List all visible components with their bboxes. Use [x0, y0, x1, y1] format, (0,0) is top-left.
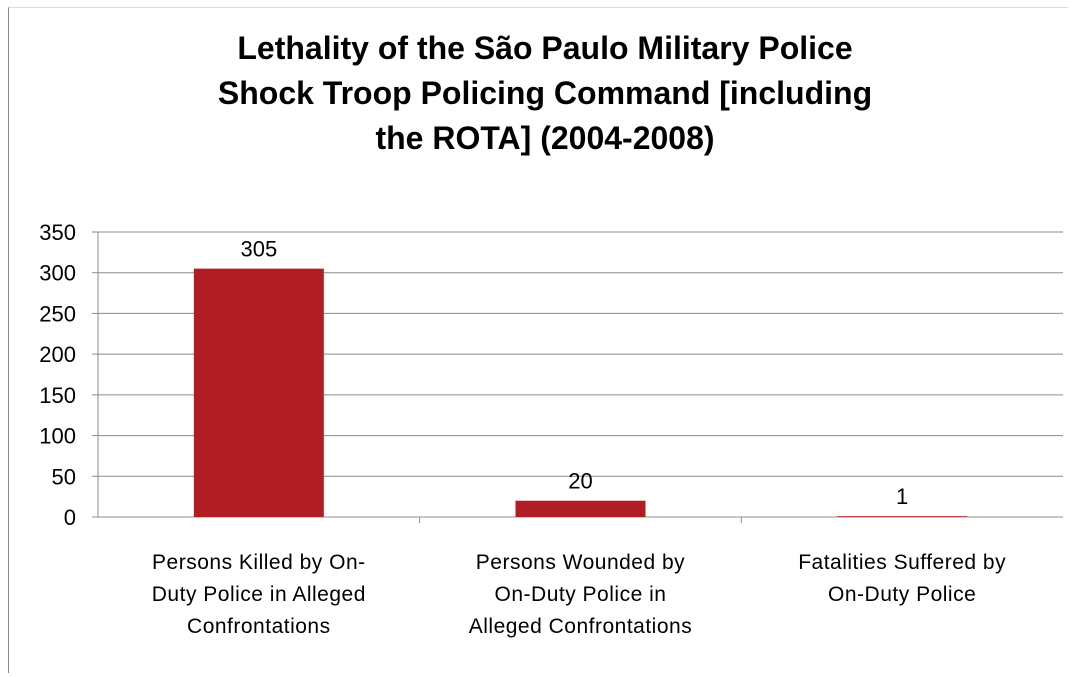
- x-category-label-line: Fatalities Suffered by: [798, 551, 1007, 574]
- chart-frame: [8, 7, 1068, 673]
- y-tick-label: 250: [39, 301, 76, 326]
- y-tick-label: 50: [52, 464, 76, 489]
- y-tick-label: 100: [39, 424, 76, 449]
- bar: [837, 516, 968, 517]
- data-label: 20: [568, 469, 592, 494]
- chart-title-line-1: Lethality of the São Paulo Military Poli…: [237, 30, 853, 66]
- x-category-label-line: Persons Wounded by: [475, 551, 686, 574]
- y-tick-label: 0: [64, 505, 76, 530]
- x-category-label-line: Confrontations: [187, 615, 331, 638]
- x-category-label: Fatalities Suffered by On-Duty Police: [741, 547, 1063, 611]
- y-tick-label: 350: [39, 220, 76, 245]
- bar: [193, 268, 324, 517]
- x-category-label-line: On-Duty Police in: [494, 583, 667, 606]
- bar: [515, 500, 646, 517]
- chart-title: Lethality of the São Paulo Military Poli…: [80, 26, 1010, 161]
- x-category-label: Persons Killed by On- Duty Police in Alle…: [98, 547, 420, 643]
- x-category-label-line: Persons Killed by On-: [152, 551, 366, 574]
- x-category-label-line: Duty Police in Alleged: [151, 583, 366, 606]
- chart-title-line-3: the ROTA] (2004-2008): [375, 120, 715, 156]
- x-category-label: Persons Wounded by On-Duty Police in Alleg…: [420, 547, 742, 643]
- y-tick-label: 200: [39, 342, 76, 367]
- data-label: 305: [240, 237, 277, 262]
- x-category-label-line: Alleged Confrontations: [468, 615, 693, 638]
- y-tick-label: 300: [39, 261, 76, 286]
- chart-title-line-2: Shock Troop Policing Command [including: [217, 75, 873, 111]
- data-label: 1: [896, 484, 908, 509]
- x-category-label-line: On-Duty Police: [828, 583, 977, 606]
- y-tick-label: 150: [39, 383, 76, 408]
